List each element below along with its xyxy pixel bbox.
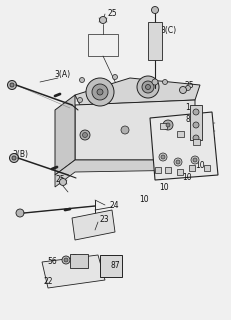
- Circle shape: [151, 79, 157, 85]
- Circle shape: [179, 86, 186, 93]
- Polygon shape: [75, 100, 194, 160]
- Bar: [159, 123, 166, 129]
- Text: 56: 56: [47, 258, 57, 267]
- Polygon shape: [149, 112, 217, 180]
- Text: 3(B): 3(B): [12, 150, 28, 159]
- Bar: [189, 105, 201, 140]
- Bar: [70, 254, 88, 268]
- Circle shape: [16, 209, 24, 217]
- Circle shape: [192, 109, 198, 115]
- Text: 3(C): 3(C): [159, 26, 175, 35]
- Circle shape: [175, 160, 179, 164]
- Bar: [176, 131, 183, 137]
- Circle shape: [82, 132, 87, 138]
- Text: 25: 25: [55, 175, 64, 185]
- Circle shape: [99, 17, 106, 23]
- Circle shape: [10, 83, 14, 87]
- Text: 87: 87: [110, 261, 119, 270]
- Bar: [147, 22, 161, 60]
- Polygon shape: [55, 95, 75, 175]
- Bar: [176, 169, 182, 175]
- Circle shape: [160, 155, 164, 159]
- Circle shape: [79, 77, 84, 83]
- Circle shape: [192, 158, 196, 162]
- Text: 1: 1: [184, 103, 189, 113]
- Circle shape: [165, 123, 169, 127]
- Circle shape: [112, 75, 117, 79]
- Text: 8: 8: [71, 254, 76, 260]
- Text: 10: 10: [181, 172, 191, 181]
- Text: 23: 23: [100, 215, 109, 225]
- Bar: [203, 165, 209, 171]
- Text: 3(A): 3(A): [54, 70, 70, 79]
- Text: 22: 22: [43, 277, 52, 286]
- Circle shape: [173, 158, 181, 166]
- Circle shape: [80, 130, 90, 140]
- Circle shape: [59, 179, 66, 186]
- Circle shape: [192, 135, 198, 141]
- Circle shape: [64, 258, 68, 262]
- Text: 25: 25: [183, 81, 193, 90]
- Text: 25: 25: [107, 9, 116, 18]
- Bar: [88, 34, 118, 56]
- Circle shape: [141, 81, 153, 93]
- Polygon shape: [55, 160, 194, 187]
- Circle shape: [92, 84, 108, 100]
- Text: 10: 10: [139, 196, 148, 204]
- Bar: [100, 255, 122, 277]
- Circle shape: [162, 120, 172, 130]
- Circle shape: [7, 81, 16, 90]
- Circle shape: [62, 256, 70, 264]
- Circle shape: [73, 255, 79, 261]
- Circle shape: [185, 85, 190, 91]
- Circle shape: [12, 156, 16, 160]
- Bar: [164, 167, 170, 173]
- Text: 24: 24: [109, 202, 119, 211]
- Text: 10: 10: [194, 161, 204, 170]
- Text: 10: 10: [158, 183, 168, 193]
- Circle shape: [162, 79, 167, 84]
- Circle shape: [121, 126, 128, 134]
- Circle shape: [158, 153, 166, 161]
- Polygon shape: [75, 78, 199, 105]
- Circle shape: [192, 122, 198, 128]
- Bar: [154, 167, 160, 173]
- Bar: [188, 165, 194, 171]
- Text: 8: 8: [185, 116, 190, 124]
- Circle shape: [137, 76, 158, 98]
- Circle shape: [151, 6, 158, 13]
- Circle shape: [145, 84, 150, 90]
- Polygon shape: [72, 210, 115, 240]
- Bar: [192, 139, 199, 145]
- Circle shape: [190, 156, 198, 164]
- Circle shape: [9, 154, 18, 163]
- Circle shape: [86, 78, 113, 106]
- Circle shape: [77, 98, 82, 102]
- Polygon shape: [42, 255, 105, 288]
- Circle shape: [97, 89, 103, 95]
